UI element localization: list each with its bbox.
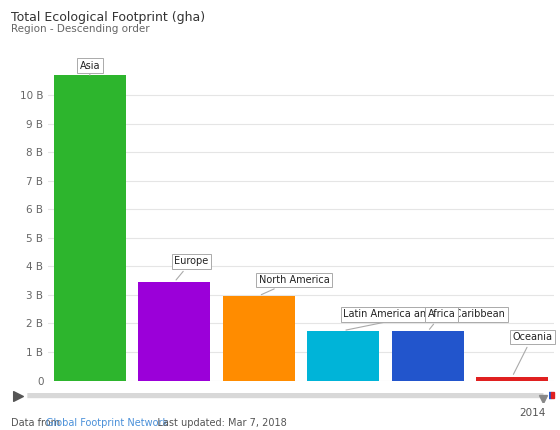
Bar — [223, 296, 295, 381]
Text: Global Footprint Network: Global Footprint Network — [46, 418, 168, 428]
Bar — [476, 377, 548, 381]
Bar — [392, 332, 464, 381]
Bar — [54, 75, 126, 381]
Bar — [309, 392, 394, 398]
Bar — [48, 392, 309, 398]
Bar — [466, 392, 509, 398]
Text: Europe: Europe — [174, 256, 208, 280]
Bar — [509, 392, 551, 398]
Text: Data from: Data from — [11, 418, 63, 428]
Text: North America: North America — [259, 275, 329, 295]
Bar — [307, 331, 379, 381]
FancyBboxPatch shape — [27, 393, 543, 398]
Text: Africa: Africa — [428, 309, 455, 329]
Bar — [551, 392, 554, 398]
Bar — [394, 392, 466, 398]
Bar — [138, 282, 210, 381]
Text: 2014: 2014 — [520, 408, 546, 418]
Text: Total Ecological Footprint (gha): Total Ecological Footprint (gha) — [11, 11, 206, 24]
Text: Oceania: Oceania — [512, 332, 552, 375]
Text: Last updated: Mar 7, 2018: Last updated: Mar 7, 2018 — [148, 418, 287, 428]
Text: Region - Descending order: Region - Descending order — [11, 24, 150, 34]
Text: Latin America and the Caribbean: Latin America and the Caribbean — [343, 309, 505, 330]
Text: Asia: Asia — [80, 61, 100, 75]
